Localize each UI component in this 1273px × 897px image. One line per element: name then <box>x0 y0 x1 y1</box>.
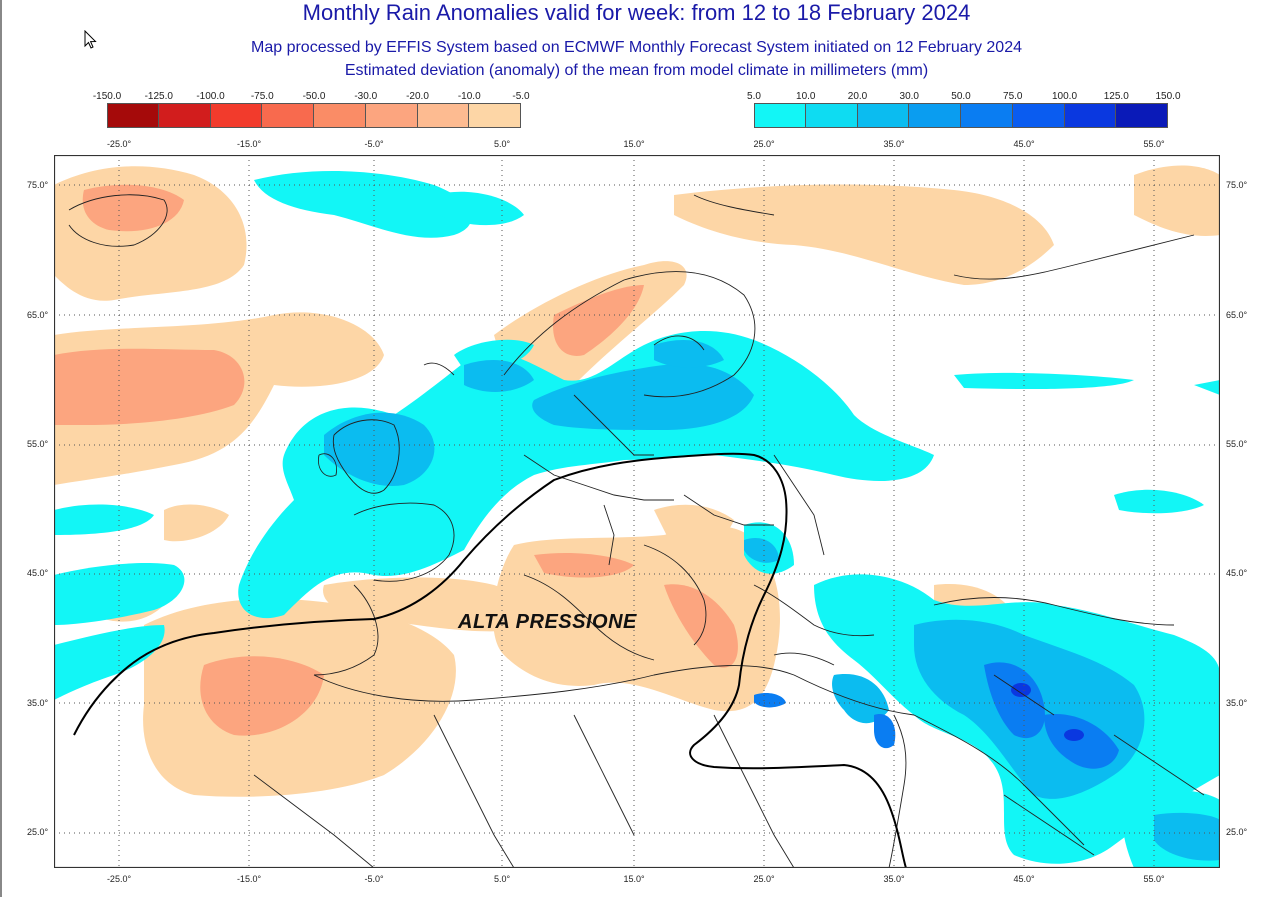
legend-positive-tick-label: 20.0 <box>847 91 868 102</box>
high-pressure-label: ALTA PRESSIONE <box>458 611 637 633</box>
latitude-label: 55.0° <box>27 439 49 449</box>
wet-anomaly-strong <box>754 662 1119 769</box>
longitude-label: 45.0° <box>1013 874 1035 884</box>
legend-positive-tick-label: 125.0 <box>1103 91 1129 102</box>
latitude-label: 65.0° <box>1226 310 1248 320</box>
longitude-label: -5.0° <box>364 874 384 884</box>
legend-negative-tick-label: -10.0 <box>457 91 481 102</box>
legend-positive-tick-label: 10.0 <box>796 91 816 102</box>
legend-positive-swatch <box>754 103 806 128</box>
legend-negative-tick-label: -150.0 <box>92 91 122 102</box>
latitude-label: 45.0° <box>27 568 49 578</box>
longitude-label: -5.0° <box>364 139 384 149</box>
legend-positive-tick-label: 75.0 <box>1003 91 1023 102</box>
latitude-label: 25.0° <box>27 827 49 837</box>
map-panel <box>53 154 1221 869</box>
latitude-label: 35.0° <box>1226 698 1248 708</box>
longitude-label: 15.0° <box>623 874 645 884</box>
legend-negative-swatch <box>417 103 470 128</box>
legend-positive-tick-label: 5.0 <box>747 91 761 102</box>
legend-positive-tick-label: 50.0 <box>951 91 971 102</box>
longitude-label: -15.0° <box>236 874 262 884</box>
latitude-label: 65.0° <box>27 310 49 320</box>
map-title: Monthly Rain Anomalies valid for week: f… <box>302 0 971 25</box>
high-pressure-boundary <box>73 452 907 868</box>
legend-negative-swatch <box>365 103 418 128</box>
latitude-label: 25.0° <box>1226 827 1248 837</box>
mouse-pointer-icon <box>84 30 97 49</box>
longitude-label: 35.0° <box>883 874 905 884</box>
legend-negative-tick-label: -30.0 <box>354 91 378 102</box>
legend-positive-swatch <box>1012 103 1065 128</box>
anomaly-map <box>53 154 1221 869</box>
legend-positive-swatch <box>857 103 910 128</box>
longitude-label: 35.0° <box>883 139 905 149</box>
legend-negative-swatch <box>210 103 263 128</box>
legend-negative-swatch <box>262 103 314 128</box>
longitude-label: 5.0° <box>493 874 511 884</box>
latitude-label: 75.0° <box>27 180 49 190</box>
legend-positive-tick-label: 100.0 <box>1051 91 1078 102</box>
map-subtitle-source: Map processed by EFFIS System based on E… <box>251 39 1022 56</box>
legend-negative-tick-label: -100.0 <box>196 91 225 102</box>
legend-negative-tick-label: -20.0 <box>406 91 429 102</box>
longitude-label: 15.0° <box>623 139 645 149</box>
legend-negative-swatch <box>158 103 211 128</box>
legend-positive-tick-label: 150.0 <box>1155 91 1181 102</box>
legend-negative-tick-label: -50.0 <box>302 91 326 102</box>
legend-negative-swatch <box>107 103 159 128</box>
latitude-label: 55.0° <box>1226 439 1248 449</box>
legend-positive-frame <box>754 103 1168 128</box>
latitude-label: 45.0° <box>1226 568 1248 578</box>
wet-anomaly-extreme <box>1011 683 1084 741</box>
legend-positive-swatch <box>805 103 858 128</box>
longitude-label: -15.0° <box>236 139 262 149</box>
longitude-label: 25.0° <box>753 139 775 149</box>
legend-positive-tick-label: 30.0 <box>899 91 919 102</box>
longitude-label: -25.0° <box>106 139 132 149</box>
legend-negative-tick-label: -75.0 <box>250 91 274 102</box>
longitude-label: 25.0° <box>753 874 775 884</box>
legend-negative-frame <box>107 103 521 128</box>
latitude-label: 35.0° <box>27 698 49 708</box>
legend-positive-swatch <box>961 103 1013 128</box>
map-subtitle-units: Estimated deviation (anomaly) of the mea… <box>344 62 929 79</box>
latitude-label: 75.0° <box>1226 180 1248 190</box>
longitude-label: 55.0° <box>1143 874 1165 884</box>
legend-negative-tick-label: -5.0 <box>512 91 530 102</box>
coastlines <box>68 194 1205 868</box>
wet-anomaly-mid <box>324 340 1220 861</box>
legend-positive-swatch <box>909 103 961 128</box>
longitude-label: -25.0° <box>106 874 132 884</box>
legend-negative-swatch <box>314 103 366 128</box>
longitude-label: 5.0° <box>493 139 511 149</box>
legend-negative-tick-label: -125.0 <box>144 91 173 102</box>
longitude-label: 55.0° <box>1143 139 1165 149</box>
longitude-label: 45.0° <box>1013 139 1035 149</box>
legend-positive-swatch <box>1064 103 1117 128</box>
window-left-edge <box>0 0 2 897</box>
